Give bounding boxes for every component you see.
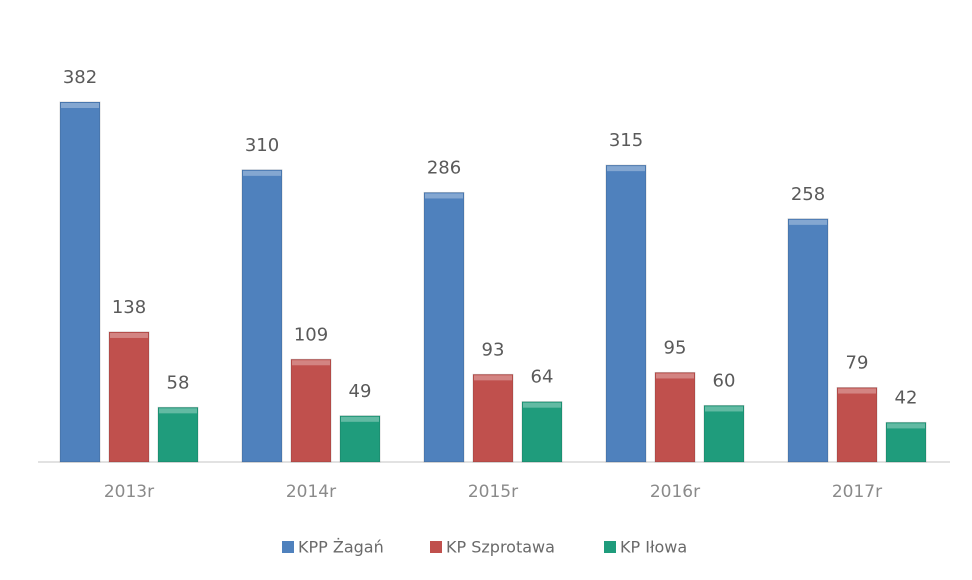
- value-label: 138: [112, 297, 146, 318]
- x-tick-label: 2014r: [286, 482, 336, 502]
- legend-label: KPP Żagań: [298, 538, 384, 557]
- x-tick-label: 2015r: [468, 482, 518, 502]
- bar: [157, 406, 199, 463]
- x-tick-label: 2013r: [104, 482, 154, 502]
- bar: [339, 415, 381, 463]
- legend-label: KP Szprotawa: [446, 538, 555, 557]
- value-label: 93: [482, 339, 505, 360]
- bar: [836, 387, 878, 463]
- bar: [423, 191, 465, 463]
- bar: [654, 371, 696, 463]
- bar: [521, 401, 563, 463]
- value-label: 42: [895, 387, 918, 408]
- bar: [472, 373, 514, 463]
- value-label: 315: [609, 130, 643, 151]
- value-label: 95: [664, 337, 687, 358]
- legend: KPP Żagań KP Szprotawa KP Iłowa: [282, 538, 687, 557]
- value-label: 310: [245, 135, 279, 156]
- bar: [605, 164, 647, 463]
- legend-swatch: [430, 541, 442, 553]
- bar: [108, 331, 150, 463]
- value-label: 49: [349, 381, 372, 402]
- bar: [59, 101, 101, 463]
- value-label: 109: [294, 324, 328, 345]
- legend-swatch: [282, 541, 294, 553]
- legend-swatch: [604, 541, 616, 553]
- value-label: 258: [791, 184, 825, 205]
- bar: [290, 358, 332, 463]
- x-tick-label: 2017r: [832, 482, 882, 502]
- bar: [885, 421, 927, 463]
- bar: [241, 169, 283, 463]
- value-label: 382: [63, 67, 97, 88]
- value-label: 286: [427, 157, 461, 178]
- x-tick-label: 2016r: [650, 482, 700, 502]
- value-label: 58: [167, 372, 190, 393]
- bar: [787, 218, 829, 463]
- value-label: 60: [713, 370, 736, 391]
- value-label: 79: [846, 353, 869, 374]
- legend-label: KP Iłowa: [620, 538, 687, 557]
- value-label: 64: [531, 367, 554, 388]
- bar: [703, 404, 745, 463]
